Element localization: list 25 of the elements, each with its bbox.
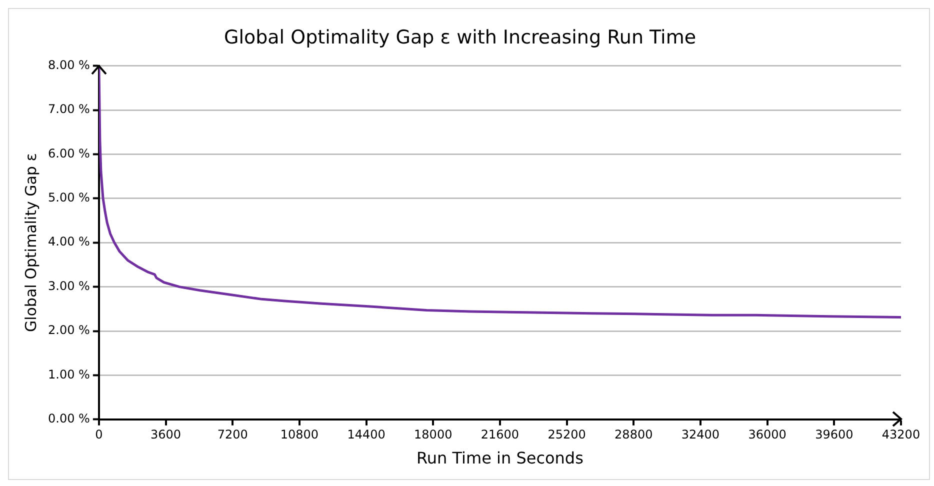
x-tick-label: 25200	[548, 428, 586, 442]
y-tick-label: 5.00 %	[48, 190, 90, 205]
x-axis-title: Run Time in Seconds	[416, 448, 584, 468]
x-tick-label: 43200	[882, 428, 920, 442]
y-tick-label: 8.00 %	[48, 58, 90, 72]
y-axis-title: Global Optimality Gap ε	[22, 153, 40, 332]
x-tick-label: 39600	[815, 428, 854, 442]
x-tick-label: 0	[95, 428, 103, 442]
x-tick-label: 7200	[217, 428, 248, 442]
y-tick-label: 2.00 %	[48, 323, 90, 338]
x-tick-label: 28800	[614, 428, 653, 442]
y-tick-label: 7.00 %	[48, 102, 90, 116]
y-tick-label: 0.00 %	[48, 412, 90, 426]
x-tick-label: 18000	[414, 428, 452, 442]
x-tick-label: 14400	[347, 428, 386, 442]
y-tick-label: 1.00 %	[48, 367, 90, 382]
x-tick-label: 3600	[150, 428, 182, 442]
chart-title: Global Optimality Gap ε with Increasing Run Time	[224, 26, 696, 48]
x-tick-label: 32400	[681, 428, 720, 442]
x-tick-label: 10800	[280, 428, 319, 442]
y-tick-label: 6.00 %	[48, 146, 90, 160]
y-tick-label: 3.00 %	[48, 278, 90, 293]
x-tick-label: 36000	[748, 428, 786, 442]
y-tick-label: 4.00 %	[48, 234, 90, 249]
x-tick-label: 21600	[480, 428, 520, 442]
